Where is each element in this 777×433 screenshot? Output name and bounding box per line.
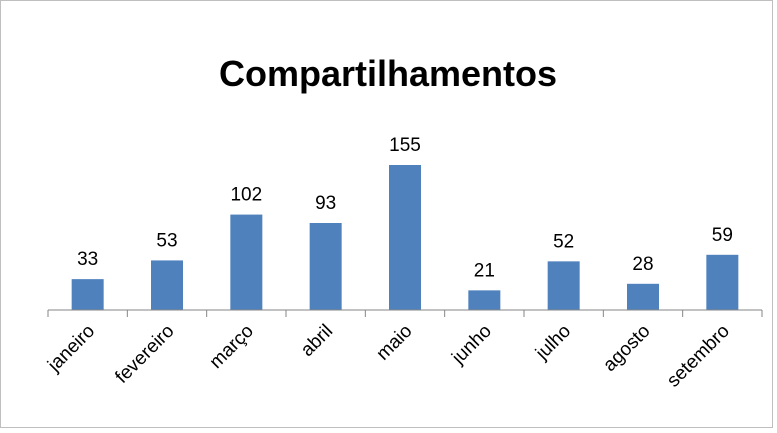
bar (547, 261, 580, 310)
data-label: 21 (474, 260, 495, 281)
data-label: 59 (712, 225, 733, 246)
bar (389, 165, 421, 310)
chart-title: Compartilhamentos (219, 53, 557, 94)
data-label: 53 (156, 230, 177, 251)
bar (468, 290, 501, 310)
bar (627, 283, 659, 310)
bar (230, 214, 263, 310)
data-label: 102 (230, 185, 262, 206)
data-label: 155 (389, 135, 421, 156)
data-label: 28 (632, 254, 653, 275)
bar (151, 260, 183, 310)
bar (309, 223, 342, 310)
bar (71, 279, 104, 310)
bar (706, 254, 739, 310)
data-label: 33 (77, 249, 98, 270)
data-label: 93 (315, 193, 336, 214)
data-label: 52 (553, 231, 574, 252)
